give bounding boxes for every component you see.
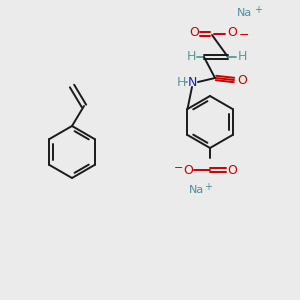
Text: H: H bbox=[176, 76, 186, 88]
Text: N: N bbox=[187, 76, 197, 88]
Text: O: O bbox=[227, 26, 237, 38]
Text: +: + bbox=[254, 5, 262, 15]
Text: Na: Na bbox=[237, 8, 253, 18]
Text: +: + bbox=[204, 182, 212, 192]
Text: Na: Na bbox=[188, 185, 204, 195]
Text: −: − bbox=[174, 163, 184, 173]
Text: H: H bbox=[186, 50, 196, 64]
Text: H: H bbox=[237, 50, 247, 64]
Text: O: O bbox=[189, 26, 199, 38]
Text: O: O bbox=[227, 164, 237, 176]
Text: O: O bbox=[183, 164, 193, 176]
Text: O: O bbox=[237, 74, 247, 86]
Text: −: − bbox=[239, 28, 249, 41]
